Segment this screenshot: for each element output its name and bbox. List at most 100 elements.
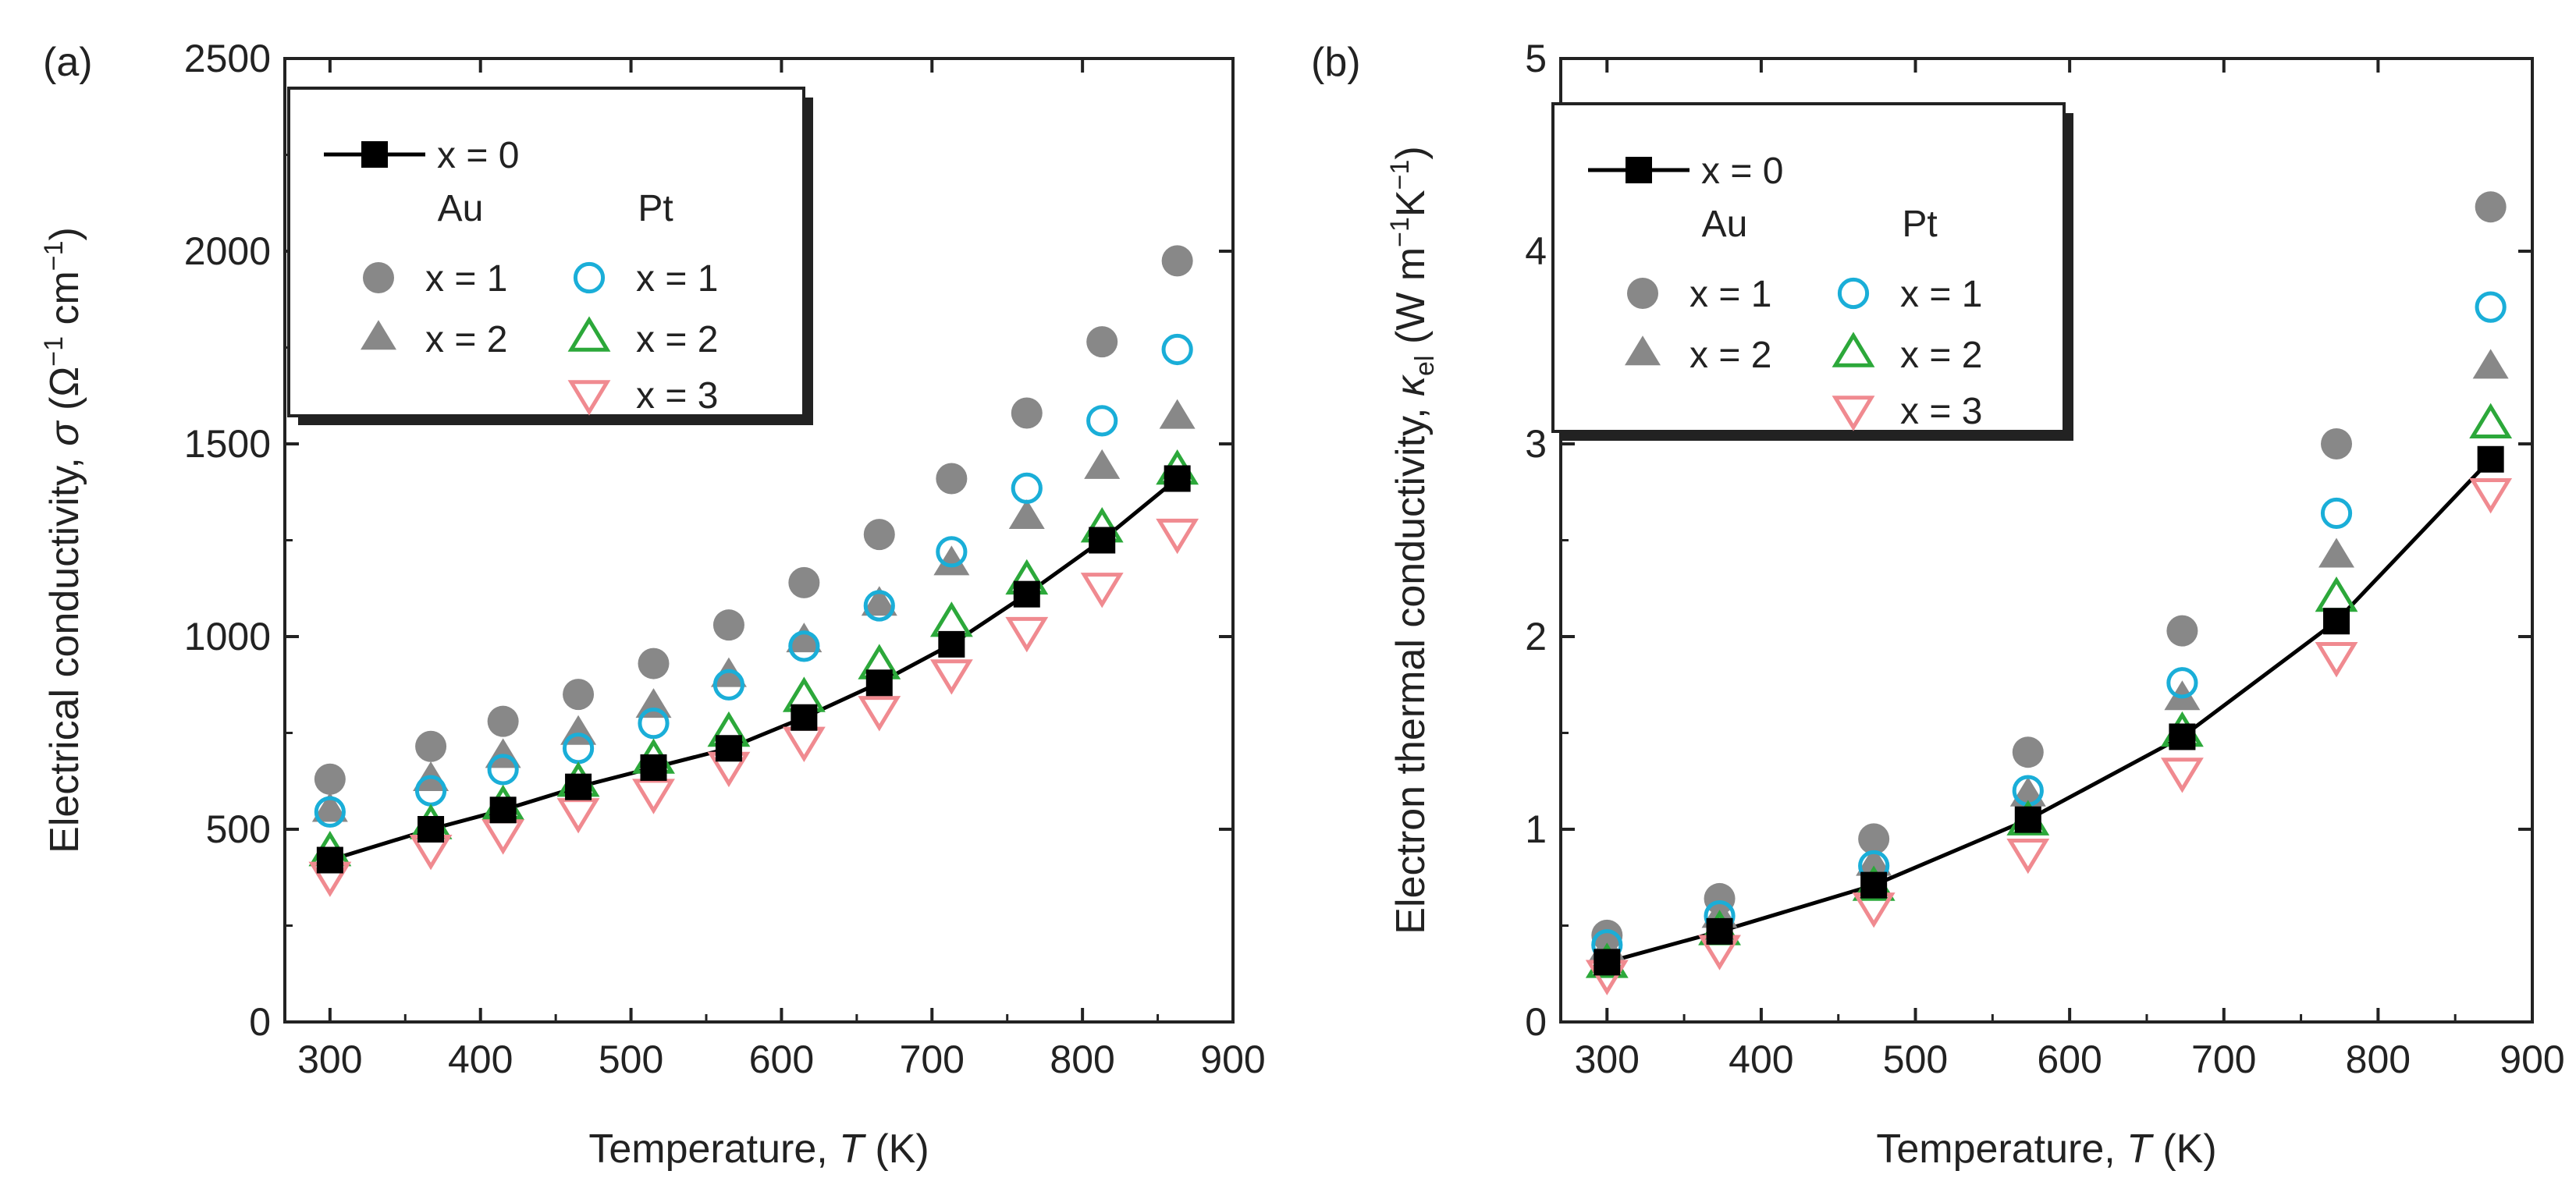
data-point	[2014, 806, 2041, 833]
x-tick-label: 300	[1575, 1038, 1640, 1081]
y-tick-label: 2500	[184, 37, 271, 80]
legend-label-au-x1: x = 1	[425, 258, 507, 300]
data-point	[782, 726, 826, 763]
data-point	[2321, 428, 2353, 459]
legend-marker-pt-x2	[567, 316, 611, 352]
x-tick-label: 400	[448, 1038, 513, 1081]
x-tick-label: 500	[599, 1038, 663, 1081]
data-point	[638, 708, 670, 740]
data-point	[936, 536, 968, 568]
legend: x = 0 Au Pt x = 1 x = 2 x = 1 x = 2 x = 3	[287, 87, 813, 425]
series-x-0	[316, 465, 1191, 874]
data-point	[1159, 399, 1196, 429]
data-point	[556, 798, 600, 834]
x-tick-label: 900	[2500, 1038, 2564, 1081]
data-point	[563, 679, 595, 711]
y-tick-label: 2	[1525, 615, 1547, 658]
series-line-x0	[329, 477, 1179, 862]
data-point	[1089, 527, 1116, 554]
y-axis-title: Electron thermal conductivity, κel (W m−…	[1385, 146, 1440, 934]
data-point	[2318, 538, 2355, 568]
data-point	[2469, 478, 2513, 514]
data-point	[638, 647, 670, 679]
legend-header-pt: Pt	[1902, 204, 1937, 245]
data-point	[861, 586, 897, 616]
legend-marker-au-x2	[1625, 335, 1661, 366]
data-point	[2166, 667, 2198, 699]
legend-label-au-x1: x = 1	[1690, 274, 1771, 315]
series-line-x0	[1606, 458, 2493, 964]
data-point	[1706, 917, 1733, 945]
x-tick-label: 800	[1050, 1038, 1114, 1081]
legend-label-x0: x = 0	[437, 135, 519, 176]
data-point	[712, 609, 744, 641]
data-point	[788, 630, 820, 662]
y-tick-label: 4	[1525, 229, 1547, 273]
data-point	[858, 696, 901, 732]
data-point	[791, 704, 818, 731]
data-point	[936, 463, 968, 495]
legend-label-x0: x = 0	[1701, 151, 1783, 192]
x-tick-label: 400	[1729, 1038, 1793, 1081]
legend-label-au-x2: x = 2	[1690, 335, 1771, 376]
legend-label-au-x2: x = 2	[425, 319, 507, 360]
data-point	[938, 630, 965, 658]
x-tick-label: 600	[2037, 1038, 2102, 1081]
data-point	[489, 797, 517, 824]
legend-marker-au-x1	[1627, 278, 1658, 309]
data-point	[1161, 245, 1193, 277]
legend-marker-au-x2	[361, 320, 396, 350]
data-point	[2472, 349, 2509, 379]
data-point	[933, 545, 970, 576]
data-point	[1594, 949, 1621, 976]
y-tick-label: 3	[1525, 422, 1547, 466]
legend-label-pt-x1: x = 1	[636, 258, 718, 300]
data-point	[786, 623, 823, 653]
data-point	[2012, 736, 2044, 768]
data-point	[2475, 291, 2507, 323]
data-point	[1856, 846, 1892, 876]
data-point	[1008, 499, 1045, 530]
data-point	[311, 792, 348, 822]
data-point	[1080, 573, 1124, 608]
legend-marker-au-x1	[363, 262, 394, 293]
x-tick-label: 900	[1200, 1038, 1265, 1081]
x-tick-label: 300	[297, 1038, 362, 1081]
y-tick-label: 500	[206, 807, 271, 851]
data-point	[712, 669, 745, 701]
data-point	[1858, 823, 1890, 855]
y-tick-label: 1000	[184, 615, 271, 658]
data-point	[635, 688, 672, 718]
series-au-x-1	[314, 245, 1193, 795]
data-point	[1860, 871, 1888, 899]
legend-label-pt-x1: x = 1	[1900, 274, 1982, 315]
data-point	[2323, 608, 2350, 635]
data-point	[2315, 642, 2358, 678]
data-point	[1086, 326, 1118, 358]
legend-marker-pt-x2	[1832, 332, 1875, 367]
legend-header-au: Au	[438, 188, 484, 229]
data-point	[1161, 333, 1193, 366]
data-point	[565, 773, 592, 800]
data-point	[314, 763, 346, 795]
legend-label-pt-x2: x = 2	[1900, 335, 1982, 376]
data-point	[1013, 580, 1040, 608]
data-point	[929, 659, 973, 695]
series-x-0	[1594, 445, 2504, 976]
panel-label: (a)	[43, 40, 93, 85]
data-point	[632, 779, 675, 814]
data-point	[2166, 615, 2198, 647]
legend-marker-pt-x3	[567, 380, 611, 416]
data-point	[2169, 723, 2196, 750]
data-point	[640, 754, 667, 781]
y-tick-label: 1500	[184, 422, 271, 466]
data-point	[863, 519, 895, 551]
y-tick-label: 5	[1525, 37, 1547, 80]
panel-label: (b)	[1311, 40, 1361, 85]
y-tick-label: 0	[249, 1000, 271, 1044]
data-point	[2160, 757, 2204, 793]
data-point	[2475, 191, 2507, 223]
data-point	[415, 730, 447, 762]
legend: x = 0 Au Pt x = 1 x = 2 x = 1 x = 2 x = 3	[1551, 102, 2073, 441]
